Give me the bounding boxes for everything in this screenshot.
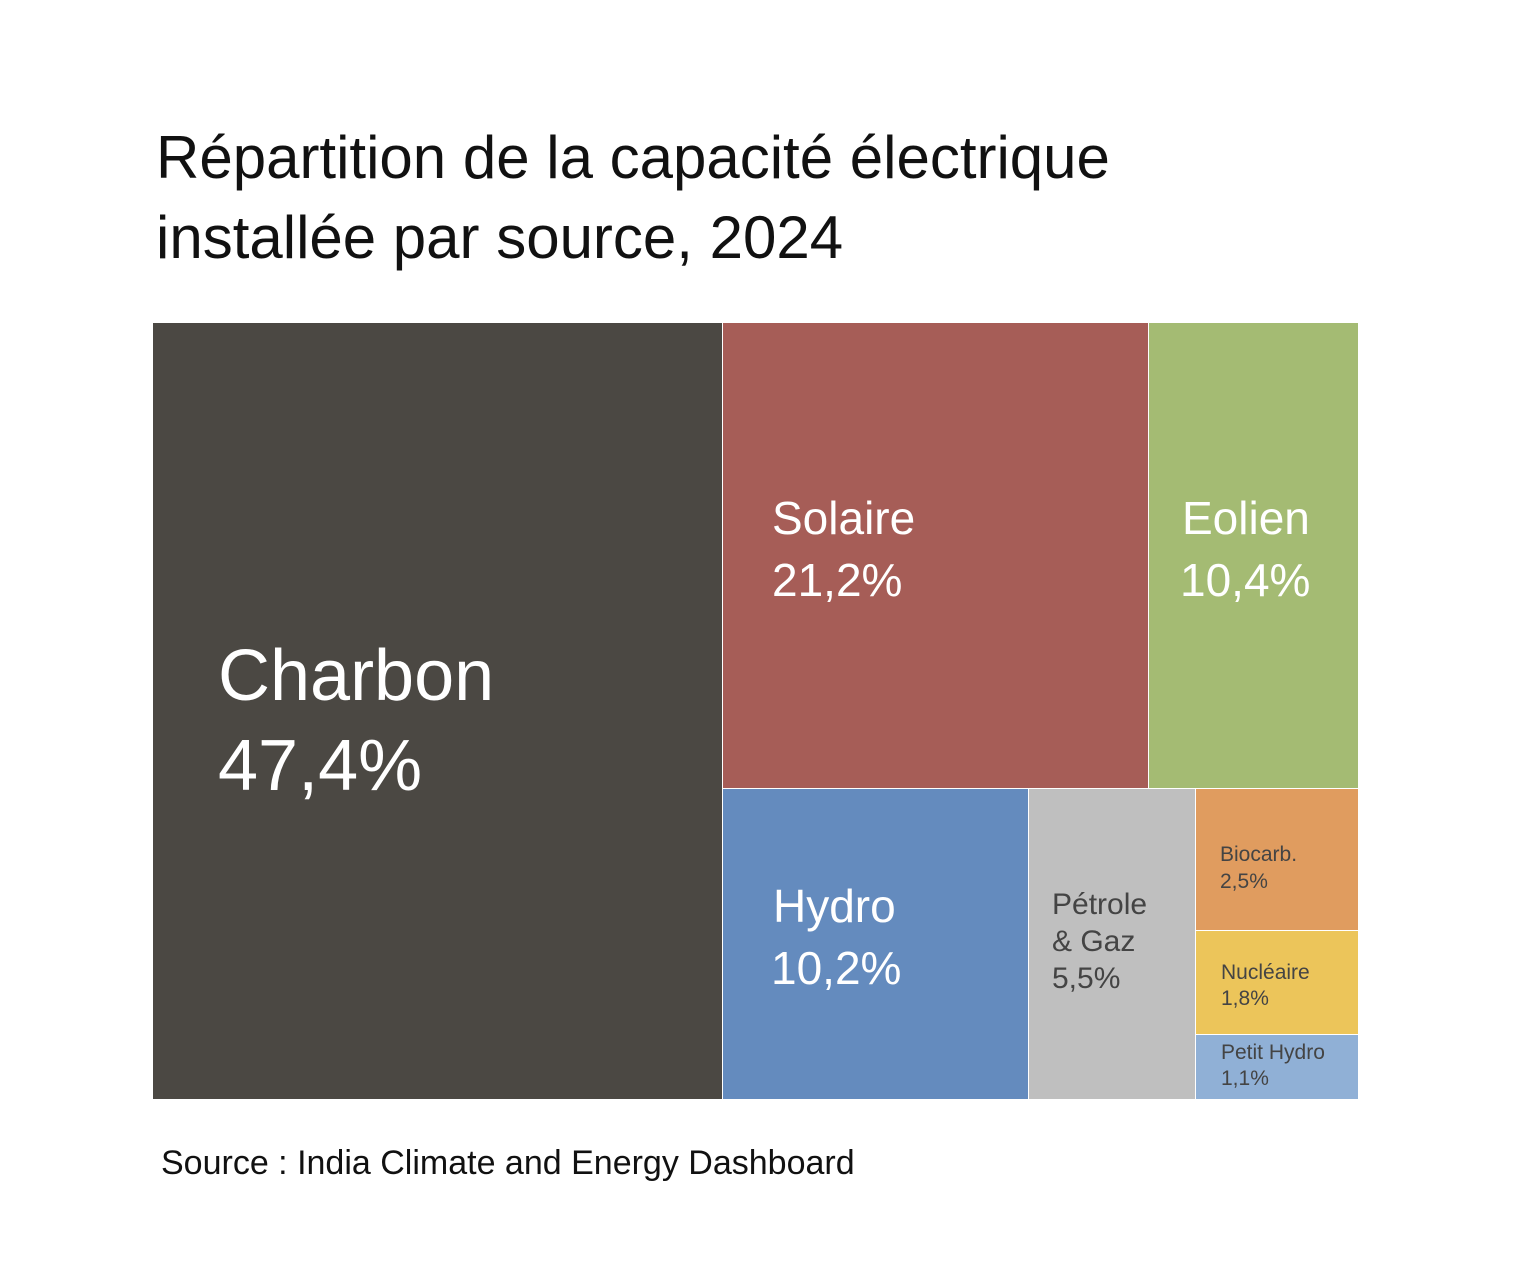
tile-petit-hydro: Petit Hydro 1,1% xyxy=(1196,1035,1358,1099)
tile-hydro-value: 10,2% xyxy=(771,942,902,994)
tile-petit-hydro-value: 1,1% xyxy=(1221,1067,1269,1090)
tile-petit-hydro-label: Petit Hydro xyxy=(1221,1041,1325,1064)
tile-nucleaire: Nucléaire 1,8% xyxy=(1196,931,1358,1034)
tile-solaire-label: Solaire xyxy=(772,492,916,544)
tile-eolien-value: 10,4% xyxy=(1180,554,1311,606)
chart-title-line-1: Répartition de la capacité électrique xyxy=(156,124,1110,191)
treemap: Charbon 47,4% Solaire 21,2% Eolien 10,4%… xyxy=(153,323,1358,1099)
chart-title-line-2: installée par source, 2024 xyxy=(156,204,844,271)
tile-eolien: Eolien 10,4% xyxy=(1149,323,1358,788)
tile-charbon-value: 47,4% xyxy=(218,726,423,806)
tile-hydro-label: Hydro xyxy=(773,880,896,932)
tile-charbon: Charbon 47,4% xyxy=(153,323,722,1099)
tile-nucleaire-value: 1,8% xyxy=(1221,987,1269,1010)
tile-petrole-gaz-label-line-2: & Gaz xyxy=(1052,925,1136,958)
tile-eolien-label: Eolien xyxy=(1182,492,1310,544)
tile-hydro: Hydro 10,2% xyxy=(723,789,1028,1099)
tile-solaire: Solaire 21,2% xyxy=(723,323,1148,788)
tile-solaire-value: 21,2% xyxy=(772,554,903,606)
tile-biocarb-value: 2,5% xyxy=(1220,870,1268,893)
tile-petrole-gaz-value: 5,5% xyxy=(1052,962,1121,995)
tile-charbon-label: Charbon xyxy=(218,636,495,716)
chart-title: Répartition de la capacité électrique in… xyxy=(156,118,1376,278)
source-note: Source : India Climate and Energy Dashbo… xyxy=(161,1144,855,1182)
tile-petrole-gaz-label-line-1: Pétrole xyxy=(1052,888,1148,921)
tile-nucleaire-label: Nucléaire xyxy=(1221,961,1310,984)
tile-biocarb: Biocarb. 2,5% xyxy=(1196,789,1358,930)
tile-petrole-gaz: Pétrole & Gaz 5,5% xyxy=(1029,789,1195,1099)
tile-biocarb-label: Biocarb. xyxy=(1220,843,1298,866)
